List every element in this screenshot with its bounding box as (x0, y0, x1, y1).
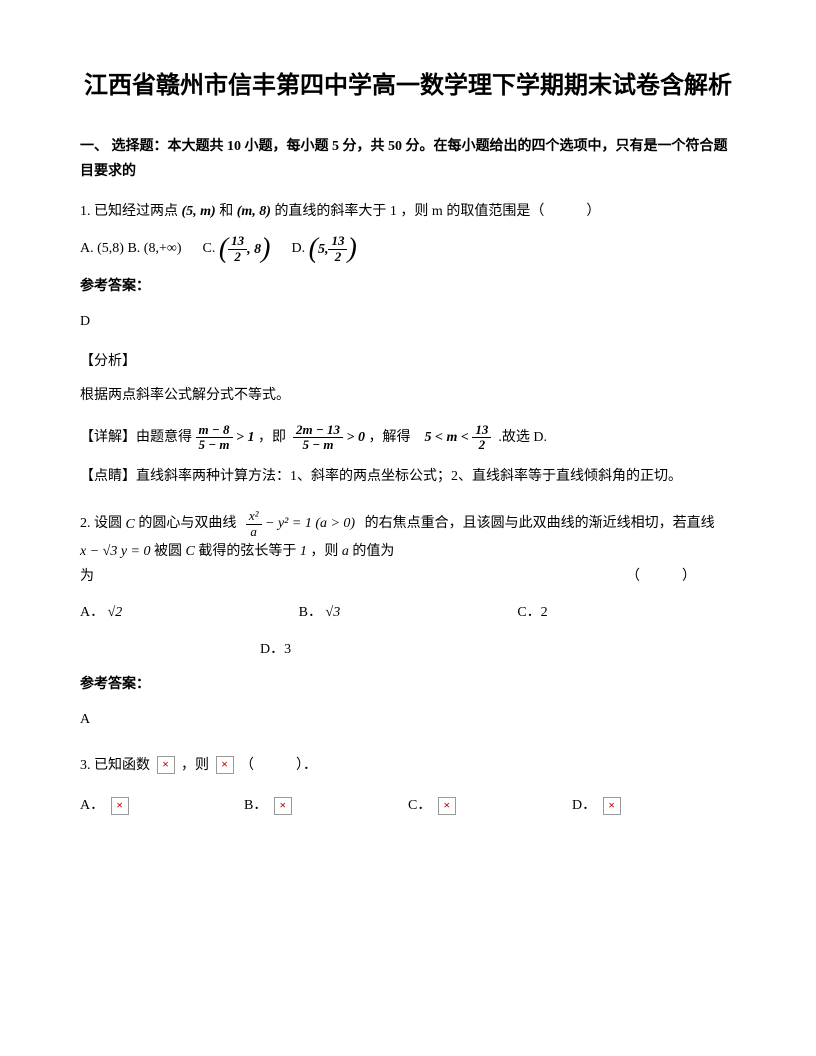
broken-image-icon (274, 797, 292, 815)
q1-optD-value: ( 5, 132 ) (309, 234, 357, 264)
q3-optC: C． (408, 798, 431, 813)
q1-stem-pre: 1. 已知经过两点 (80, 204, 178, 219)
q1-answer-label: 参考答案： (80, 274, 736, 299)
section-header: 一、 选择题：本大题共 10 小题，每小题 5 分，共 50 分。在每小题给出的… (80, 134, 736, 184)
q1-optA: A. (5,8) (80, 241, 124, 256)
q1-detail-range-pre: 5 < m < (424, 430, 468, 445)
q2-wei: 为 (80, 569, 94, 584)
q2-stem-mid3: 被圆 (154, 544, 182, 559)
q3-stem-pre: 3. 已知函数 (80, 758, 150, 773)
q2-answer-label: 参考答案： (80, 672, 736, 697)
q2-hyperbola: x²a − y² = 1 (a > 0) (246, 509, 355, 539)
q3-optA: A． (80, 798, 104, 813)
q1-detail-frac2: 2m − 13 5 − m (293, 423, 343, 453)
q1-optD-num: 13 (328, 234, 347, 249)
q1-detail-mid1: ，即 (258, 430, 286, 445)
q2-optA: A． (80, 605, 104, 620)
q3-stem-mid: ，则 (181, 758, 209, 773)
question-3: 3. 已知函数 ，则 （ ）． (80, 753, 736, 778)
broken-image-icon (111, 797, 129, 815)
q1-options: A. (5,8) B. (8,+∞) C. ( 132 , 8 ) D. ( 5… (80, 234, 736, 264)
q1-detail-pre: 【详解】由题意得 (80, 430, 192, 445)
q2-line-eq: x − √3 y = 0 (80, 539, 151, 564)
q1-detail-frac1: m − 8 5 − m (196, 423, 233, 453)
q2-optB-val: √3 (326, 600, 341, 625)
q2-one: 1 (300, 539, 307, 564)
q1-f1-den: 5 − m (196, 438, 233, 452)
q2-stem-mid1: 的圆心与双曲线 (138, 516, 236, 531)
q1-f2-num: 2m − 13 (293, 423, 343, 438)
q2-stem-mid5: ，则 (310, 544, 338, 559)
q1-optC-suffix: , 8 (247, 237, 261, 262)
q2-stem-mid2: 的右焦点重合，且该圆与此双曲线的渐近线相切，若直线 (365, 516, 715, 531)
q2-stem-mid4: 截得的弦长等于 (198, 544, 296, 559)
q1-range-den: 2 (472, 438, 491, 452)
q2-circle2: C (186, 539, 195, 564)
q1-f1-num: m − 8 (196, 423, 233, 438)
q1-optC-num: 13 (228, 234, 247, 249)
q2-answer: A (80, 707, 736, 732)
broken-image-icon (438, 797, 456, 815)
q2-blank: （ ） (626, 564, 696, 589)
broken-image-icon (157, 756, 175, 774)
q1-point2: (m, 8) (237, 199, 271, 224)
question-2: 2. 设圆 C 的圆心与双曲线 x²a − y² = 1 (a > 0) 的右焦… (80, 509, 736, 589)
q1-range-num: 13 (472, 423, 491, 438)
q1-detail-gt0: > 0 (346, 430, 364, 445)
q1-analysis-text: 根据两点斜率公式解分式不等式。 (80, 383, 736, 408)
q3-optD: D． (572, 798, 596, 813)
q2-options: A． √2 B． √3 C．2 D．3 (80, 600, 736, 663)
q2-a: a (342, 539, 349, 564)
q1-optD-den: 2 (328, 250, 347, 264)
q1-optB: B. (8,+∞) (127, 241, 181, 256)
q1-point: 【点睛】直线斜率两种计算方法：1、斜率的两点坐标公式；2、直线斜率等于直线倾斜角… (80, 464, 736, 489)
q1-analysis-label: 【分析】 (80, 349, 736, 374)
q1-stem-mid: 和 (219, 204, 233, 219)
broken-image-icon (603, 797, 621, 815)
q1-optC-value: ( 132 , 8 ) (219, 234, 271, 264)
q1-f2-den: 5 − m (293, 438, 343, 452)
q2-optD: D．3 (260, 637, 291, 662)
q1-optC-label: C. (202, 241, 215, 256)
q1-detail: 【详解】由题意得 m − 8 5 − m > 1 ，即 2m − 13 5 − … (80, 423, 736, 453)
q1-detail-gt1: > 1 (236, 430, 254, 445)
document-title: 江西省赣州市信丰第四中学高一数学理下学期期末试卷含解析 (80, 70, 736, 104)
q1-optD-prefix: 5, (318, 237, 329, 262)
q1-stem-post: 的直线的斜率大于 1 ，则 m 的取值范围是（ ） (274, 204, 600, 219)
q1-detail-mid2: ，解得 (368, 430, 410, 445)
q3-optB: B． (244, 798, 267, 813)
q2-optB: B． (299, 605, 322, 620)
q1-detail-post: .故选 D. (498, 430, 547, 445)
q2-optA-val: √2 (108, 600, 123, 625)
q3-stem-post: （ ）． (240, 758, 317, 773)
q1-detail-range-frac: 13 2 (472, 423, 491, 453)
question-1: 1. 已知经过两点 (5, m) 和 (m, 8) 的直线的斜率大于 1 ，则 … (80, 199, 736, 224)
q3-options: A． B． C． D． (80, 793, 736, 818)
q1-optC-den: 2 (228, 250, 247, 264)
q1-point1: (5, m) (182, 199, 216, 224)
broken-image-icon (216, 756, 234, 774)
q1-answer: D (80, 309, 736, 334)
q2-stem-post: 的值为 (352, 544, 394, 559)
q2-stem-pre: 2. 设圆 (80, 516, 122, 531)
q2-circle: C (126, 512, 135, 537)
q1-optD-label: D. (291, 241, 305, 256)
q2-optC: C．2 (517, 605, 547, 620)
